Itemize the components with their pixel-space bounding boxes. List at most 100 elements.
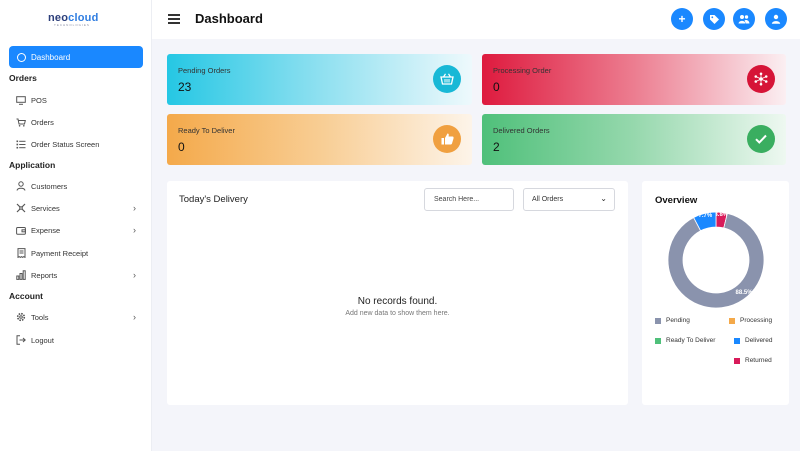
basket-icon — [433, 65, 461, 93]
menu-icon[interactable] — [168, 14, 180, 24]
brand-name-a: neo — [48, 12, 69, 24]
wallet-icon — [16, 225, 26, 235]
card-value: 0 — [178, 140, 185, 154]
sidebar-item-label: Services — [31, 203, 60, 213]
customers-button[interactable] — [733, 8, 755, 30]
legend-delivered: Delivered — [734, 337, 772, 344]
sidebar-item-dashboard[interactable]: Dashboard — [9, 46, 143, 68]
page-title: Dashboard — [195, 11, 263, 26]
tag-icon — [709, 14, 719, 24]
legend-label: Delivered — [745, 337, 773, 344]
order-filter-select[interactable]: All Orders ⌄ — [523, 188, 615, 211]
dashboard-icon — [17, 52, 26, 62]
legend-swatch — [734, 357, 740, 364]
sidebar-item-reports[interactable]: Reports › — [16, 268, 136, 282]
profile-button[interactable] — [765, 8, 787, 30]
section-title-orders: Orders — [9, 73, 37, 83]
plus-icon: + — [678, 12, 686, 26]
card-label: Ready To Deliver — [178, 126, 235, 135]
card-label: Delivered Orders — [493, 126, 550, 135]
top-header: Dashboard + — [152, 0, 800, 39]
card-value: 2 — [493, 140, 500, 154]
sidebar-item-payment-receipt[interactable]: Payment Receipt — [16, 246, 136, 260]
sidebar-item-label: Order Status Screen — [31, 139, 100, 149]
donut-slice-delivered[interactable] — [693, 211, 717, 232]
chevron-right-icon: › — [133, 203, 136, 213]
legend-swatch — [729, 317, 735, 324]
chevron-down-icon: ⌄ — [600, 194, 607, 203]
user-icon — [771, 14, 781, 24]
add-button[interactable]: + — [671, 8, 693, 30]
sidebar-item-label: Dashboard — [31, 52, 71, 62]
legend-label: Ready To Deliver — [666, 337, 716, 344]
sidebar-item-orders[interactable]: Orders — [16, 115, 136, 129]
receipt-icon — [16, 248, 26, 258]
overview-title: Overview — [655, 195, 698, 206]
sidebar-item-expense[interactable]: Expense › — [16, 223, 136, 237]
users-icon — [738, 15, 750, 24]
ready-to-deliver-card[interactable]: Ready To Deliver 0 — [167, 114, 472, 165]
brand-sub: TECHNOLOGIES — [54, 23, 90, 27]
brand-name-b: cloud — [68, 12, 99, 24]
legend-label: Pending — [666, 317, 690, 324]
overview-panel: Overview 3.8% 88.5% 7.7% Pending Processin… — [642, 181, 789, 405]
thumbs-up-icon — [433, 125, 461, 153]
section-title-application: Application — [9, 160, 56, 170]
filter-value: All Orders — [532, 196, 564, 203]
sidebar-item-services[interactable]: Services › — [16, 201, 136, 215]
card-label: Pending Orders — [178, 66, 231, 75]
brand-logo[interactable]: neocloud TECHNOLOGIES — [48, 12, 99, 27]
legend-processing: Processing — [729, 317, 772, 324]
sidebar-item-label: Orders — [31, 117, 54, 127]
sidebar-item-logout[interactable]: Logout — [16, 333, 136, 347]
sidebar-item-pos[interactable]: POS — [16, 93, 136, 107]
gear-icon — [16, 312, 26, 322]
donut-label-delivered: 7.7% — [698, 213, 712, 219]
check-icon — [747, 125, 775, 153]
legend-pending: Pending — [655, 317, 690, 324]
sidebar-item-label: Logout — [31, 335, 54, 345]
overview-donut-chart: 3.8% 88.5% 7.7% — [667, 211, 765, 309]
sidebar-item-label: Customers — [31, 181, 68, 191]
logout-icon — [16, 335, 26, 345]
sidebar-item-label: Tools — [31, 312, 49, 322]
sidebar-item-tools[interactable]: Tools › — [16, 310, 136, 324]
sidebar: neocloud TECHNOLOGIES Dashboard Orders P… — [0, 0, 152, 451]
legend-ready: Ready To Deliver — [655, 337, 715, 344]
search-input[interactable] — [424, 188, 514, 211]
services-icon — [16, 203, 26, 213]
empty-title: No records found. — [357, 296, 438, 307]
sidebar-item-label: Expense — [31, 225, 61, 235]
legend-swatch — [655, 317, 661, 324]
legend-label: Returned — [745, 357, 772, 364]
monitor-icon — [16, 95, 26, 105]
sidebar-item-order-status[interactable]: Order Status Screen — [16, 137, 136, 151]
chevron-right-icon: › — [133, 225, 136, 235]
delivered-orders-card[interactable]: Delivered Orders 2 — [482, 114, 786, 165]
todays-delivery-panel: Today's Delivery All Orders ⌄ No records… — [167, 181, 628, 405]
donut-slice-pending[interactable] — [667, 212, 765, 309]
chart-icon — [16, 270, 26, 280]
legend-returned: Returned — [734, 357, 772, 364]
sidebar-item-customers[interactable]: Customers — [16, 179, 136, 193]
legend-swatch — [734, 337, 740, 344]
card-label: Processing Order — [493, 66, 552, 75]
card-value: 23 — [178, 80, 192, 94]
legend-label: Processing — [740, 317, 773, 324]
section-title-account: Account — [9, 291, 43, 301]
sidebar-item-label: Payment Receipt — [31, 248, 89, 258]
processing-order-card[interactable]: Processing Order 0 — [482, 54, 786, 105]
list-icon — [16, 139, 26, 149]
sidebar-item-label: POS — [31, 95, 47, 105]
empty-subtitle: Add new data to show them here. — [345, 310, 450, 317]
panel-title: Today's Delivery — [179, 194, 248, 205]
chevron-right-icon: › — [133, 270, 136, 280]
network-icon — [747, 65, 775, 93]
chevron-right-icon: › — [133, 312, 136, 322]
pending-orders-card[interactable]: Pending Orders 23 — [167, 54, 472, 105]
tags-button[interactable] — [703, 8, 725, 30]
legend-swatch — [655, 337, 661, 344]
cart-icon — [16, 117, 26, 127]
card-value: 0 — [493, 80, 500, 94]
donut-label-returned: 3.8% — [714, 212, 728, 218]
